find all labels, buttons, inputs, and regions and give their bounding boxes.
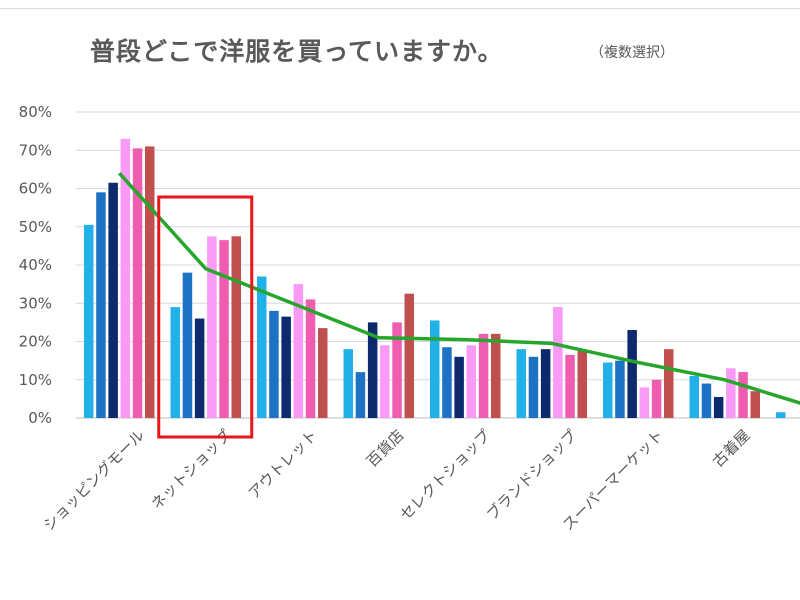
y-tick-label: 60% xyxy=(19,180,52,198)
trend-line-path xyxy=(118,172,800,405)
bar xyxy=(528,356,539,418)
highlight-box xyxy=(157,195,254,439)
bar xyxy=(615,360,625,418)
bar xyxy=(355,372,366,418)
y-tick-label: 50% xyxy=(19,218,52,236)
bar xyxy=(639,387,650,418)
bar xyxy=(380,345,390,418)
x-tick-label: 百貨店 xyxy=(363,426,408,471)
bar xyxy=(540,349,551,418)
bar xyxy=(132,148,143,418)
y-tick-label: 40% xyxy=(19,256,52,274)
chart-header: 普段どこで洋服を買っていますか。 （複数選択） xyxy=(0,28,800,78)
bar xyxy=(553,307,563,418)
chart-subtitle: （複数選択） xyxy=(590,45,674,61)
bar xyxy=(750,391,760,418)
bar xyxy=(442,347,452,418)
bar xyxy=(182,272,193,418)
bar xyxy=(491,333,501,418)
bar xyxy=(664,349,674,418)
bar xyxy=(318,328,328,418)
highlight-rect xyxy=(157,195,254,439)
bar xyxy=(627,330,637,418)
trend-line xyxy=(118,172,800,405)
bar xyxy=(108,182,118,418)
y-tick-label: 20% xyxy=(19,333,52,351)
bar xyxy=(305,299,316,418)
bar xyxy=(738,372,748,418)
x-tick-label: 古着屋 xyxy=(709,426,754,471)
bar xyxy=(145,146,155,419)
bars xyxy=(84,138,786,419)
x-tick-label: ネットショップ xyxy=(148,426,235,513)
y-tick-label: 0% xyxy=(28,409,52,427)
bar xyxy=(603,362,613,418)
bar xyxy=(565,354,575,418)
bar xyxy=(701,383,712,418)
bar xyxy=(454,356,464,418)
bar xyxy=(430,320,440,418)
bar xyxy=(207,236,217,418)
y-tick-label: 10% xyxy=(19,371,52,389)
bar xyxy=(96,192,106,418)
bar xyxy=(516,349,526,418)
bar xyxy=(84,224,94,418)
chart-title: 普段どこで洋服を買っていますか。 xyxy=(90,37,504,66)
bar xyxy=(343,349,353,418)
bar xyxy=(257,276,267,418)
bar xyxy=(219,240,229,418)
bar xyxy=(170,307,180,418)
bar xyxy=(269,310,279,418)
bar xyxy=(577,351,587,418)
bar xyxy=(651,379,662,418)
y-tick-label: 70% xyxy=(19,141,52,159)
bar xyxy=(466,345,477,418)
bar xyxy=(776,412,786,418)
y-tick-label: 30% xyxy=(19,294,52,312)
x-tick-label: ブランドショップ xyxy=(483,426,581,524)
y-axis-ticks: 0% 10% 20% 30% 40% 50% 60% 70% 80% xyxy=(19,103,52,427)
bar xyxy=(478,333,489,418)
y-tick-label: 80% xyxy=(19,103,52,121)
bar xyxy=(293,284,304,418)
bar xyxy=(726,368,736,418)
x-tick-label: アウトレット xyxy=(245,426,321,502)
bar xyxy=(713,396,724,418)
bar xyxy=(404,293,414,418)
frame-border xyxy=(0,8,800,9)
bar xyxy=(392,322,402,418)
bar xyxy=(194,318,205,418)
bar xyxy=(281,316,291,418)
x-tick-label: その他 xyxy=(796,426,800,471)
bar xyxy=(120,138,131,418)
x-tick-label: セレクトショップ xyxy=(396,426,494,524)
bar xyxy=(367,322,378,418)
bar xyxy=(689,375,699,418)
x-axis-ticks: ショッピングモール ネットショップ アウトレット 百貨店セレクトショップブランドショッ… xyxy=(40,426,800,534)
bar xyxy=(231,236,241,418)
x-tick-label: ショッピングモール xyxy=(40,426,148,534)
